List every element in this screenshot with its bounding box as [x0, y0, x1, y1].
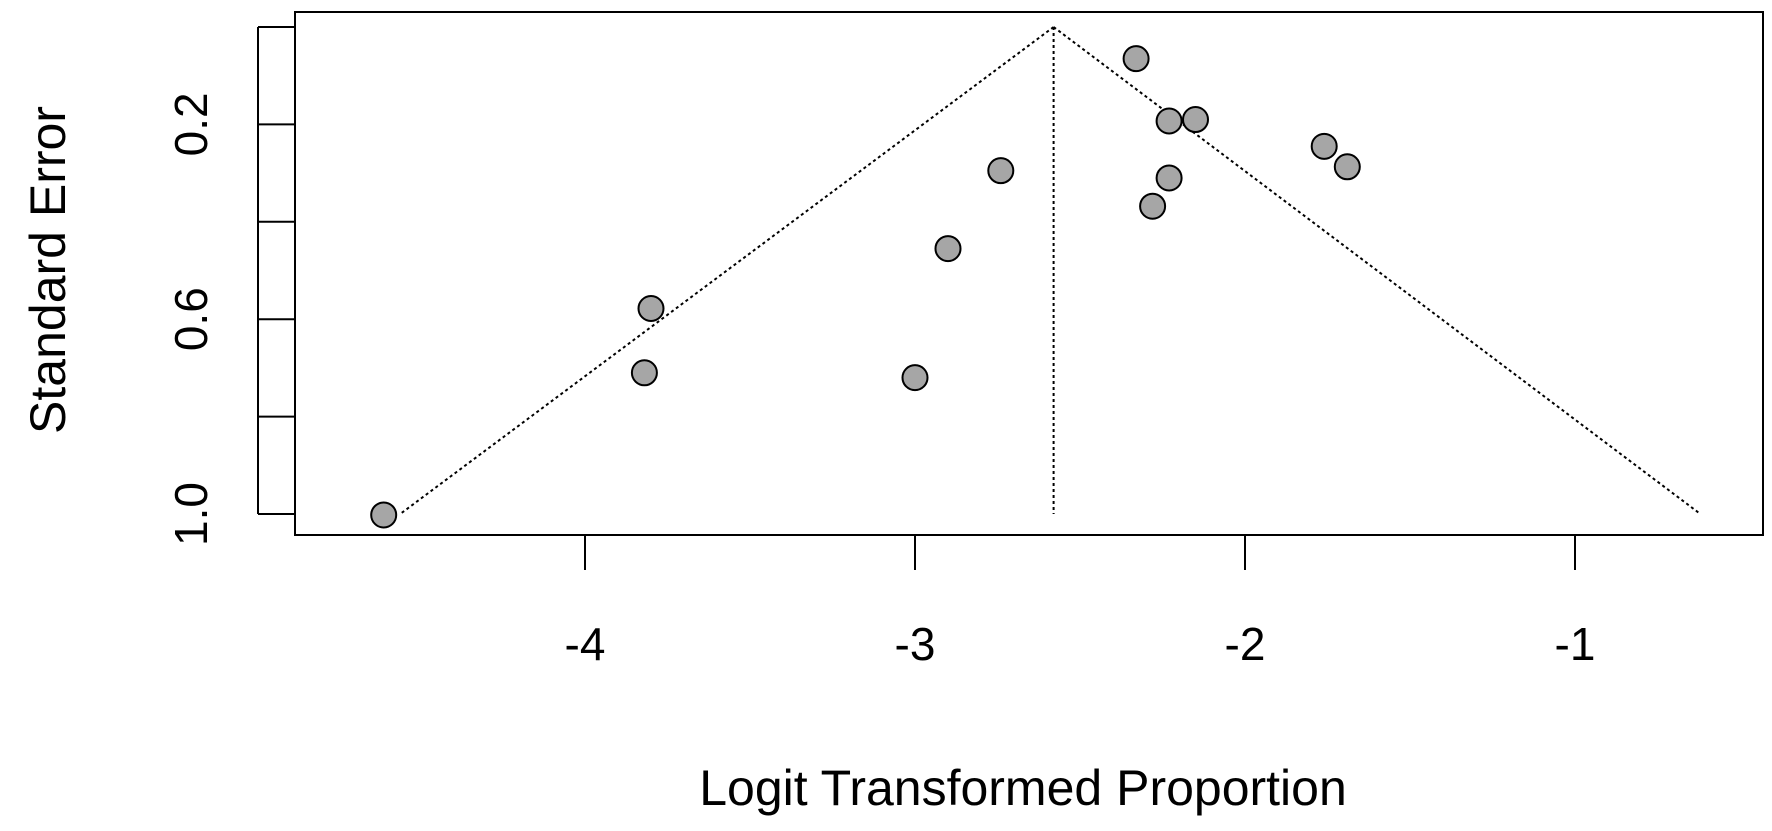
data-point [630, 359, 658, 387]
data-point [637, 294, 665, 322]
x-tick-label: -4 [565, 618, 606, 670]
data-point [1155, 164, 1183, 192]
y-tick-label: 1.0 [165, 482, 217, 546]
data-point [370, 501, 398, 529]
funnel-right-limit [1052, 26, 1702, 515]
y-axis: 0.2 0.6 1.0 [165, 26, 295, 546]
y-tick-label: 0.6 [165, 287, 217, 351]
y-axis-title: Standard Error [20, 106, 76, 434]
data-point [1182, 106, 1209, 134]
data-point [901, 364, 929, 392]
data-point [1155, 107, 1183, 135]
data-point [1310, 132, 1338, 160]
data-point [1333, 153, 1361, 181]
x-axis-title: Logit Transformed Proportion [699, 760, 1347, 816]
x-tick-label: -1 [1555, 618, 1596, 670]
x-tick-label: -3 [895, 618, 936, 670]
funnel-limits [399, 26, 1702, 515]
data-point [1122, 45, 1150, 73]
data-point [987, 157, 1015, 185]
data-points [370, 45, 1361, 529]
data-point [934, 235, 962, 263]
y-tick-label: 0.2 [165, 92, 217, 156]
plot-frame [294, 11, 1764, 536]
x-axis: -4 -3 -2 -1 [565, 534, 1596, 670]
data-point [1139, 192, 1167, 220]
funnel-left-limit [399, 26, 1055, 515]
x-tick-label: -2 [1225, 618, 1266, 670]
